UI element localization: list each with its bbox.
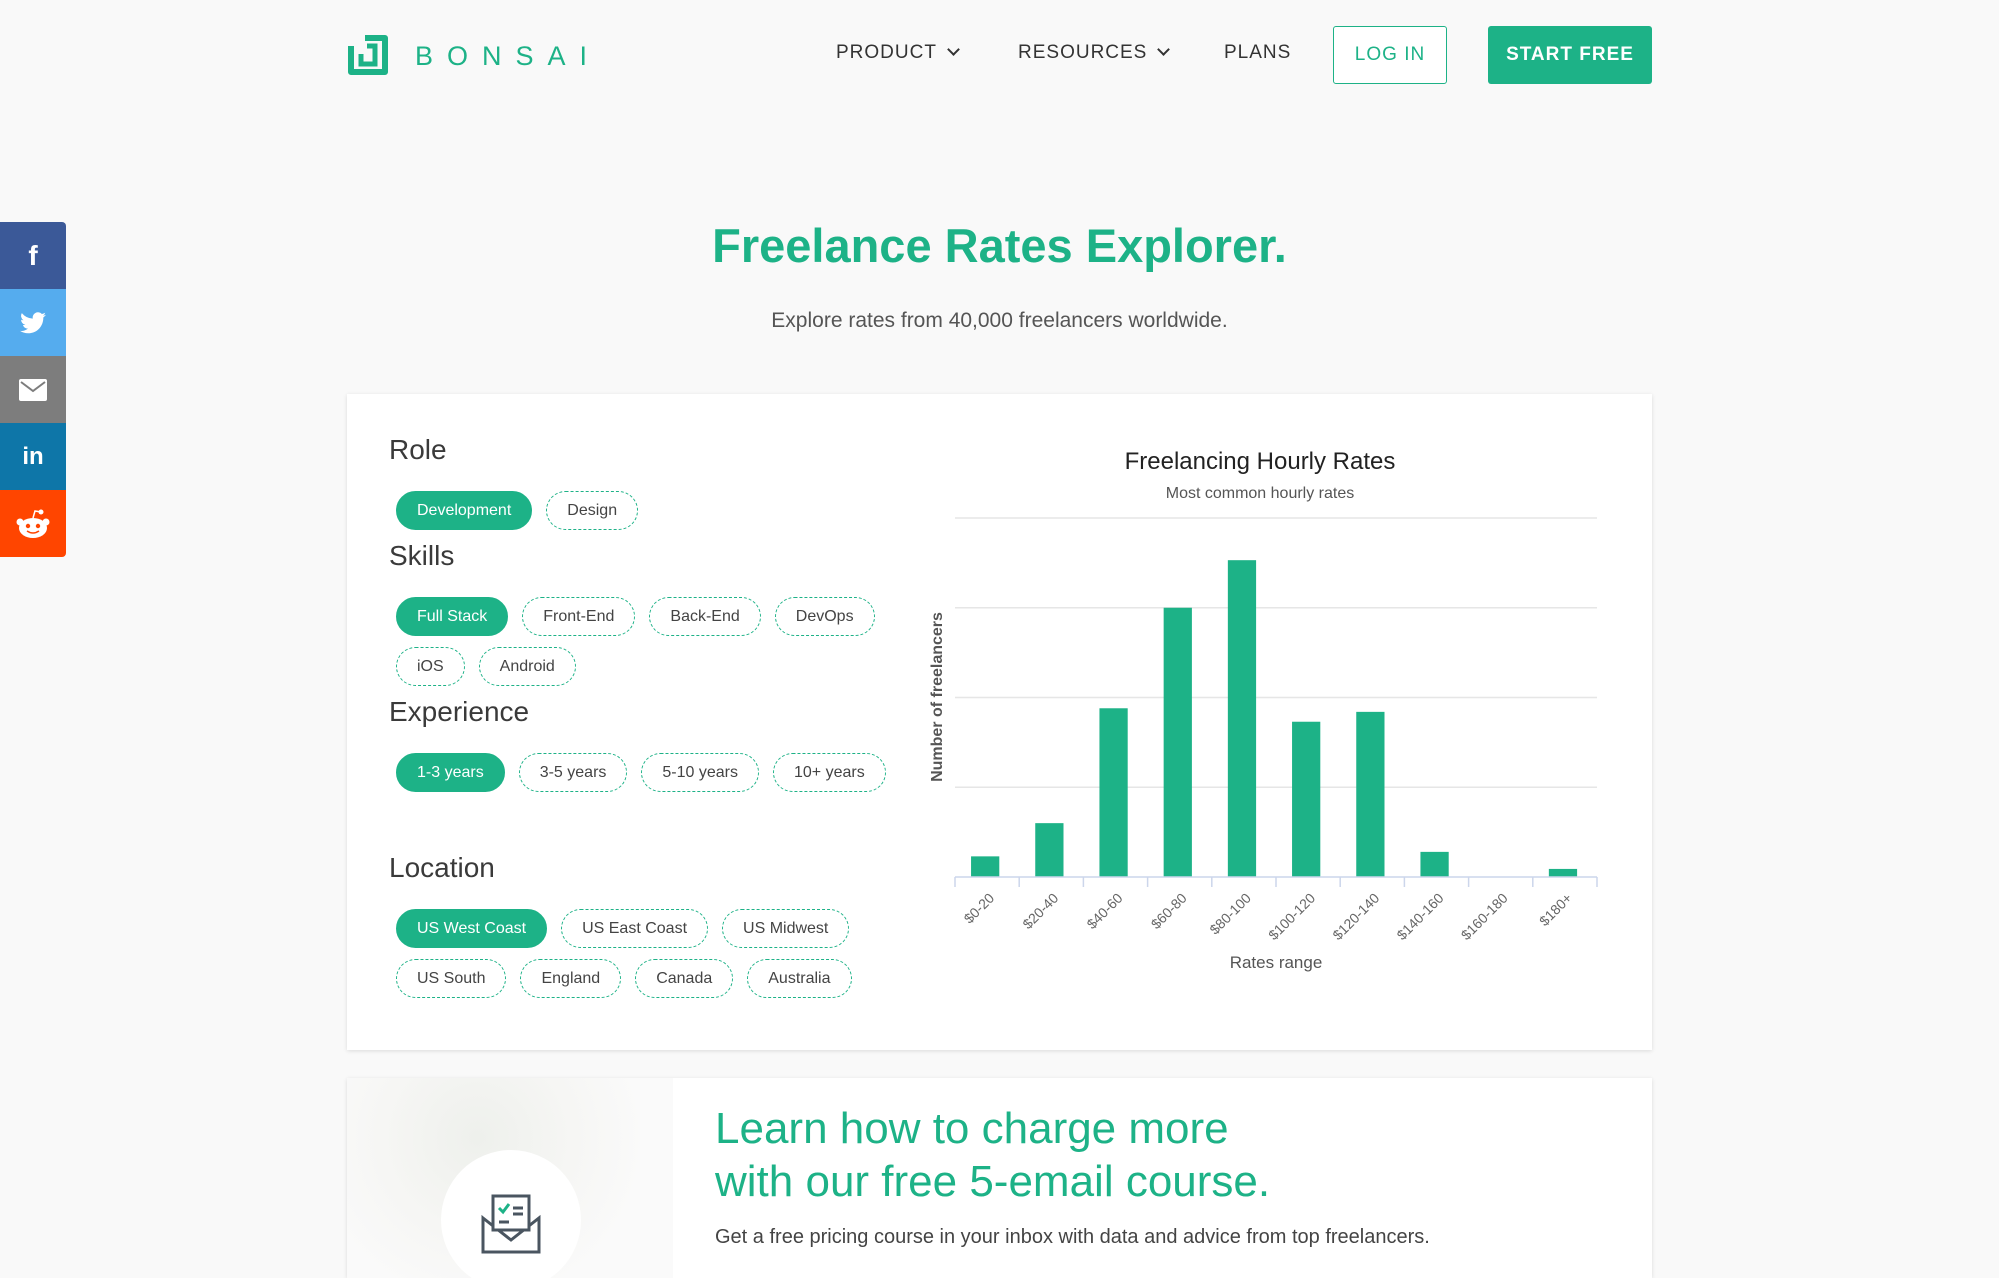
course-image	[347, 1078, 673, 1278]
x-tick-label: $160-180	[1458, 890, 1511, 943]
chevron-down-icon	[947, 43, 960, 56]
course-icon-circle	[441, 1150, 581, 1278]
x-axis-label: Rates range	[1230, 953, 1323, 972]
bar-$0-20[interactable]	[971, 856, 1000, 877]
experience-option[interactable]: 10+ years	[773, 753, 886, 792]
experience-heading: Experience	[389, 696, 530, 727]
location-option[interactable]: Australia	[747, 959, 852, 998]
role-heading: Role	[389, 434, 447, 465]
bar-$40-60[interactable]	[1099, 708, 1128, 877]
role-option[interactable]: Design	[546, 491, 639, 530]
location-option[interactable]: US West Coast	[396, 909, 548, 948]
x-tick-label: $20-40	[1019, 890, 1061, 932]
x-tick-label: $40-60	[1083, 890, 1125, 932]
share-linkedin[interactable]: in	[0, 423, 66, 490]
page-subtitle: Explore rates from 40,000 freelancers wo…	[771, 309, 1228, 332]
email-icon	[19, 378, 47, 401]
page-title: Freelance Rates Explorer.	[712, 219, 1287, 272]
location-option[interactable]: Canada	[635, 959, 734, 998]
skills-heading: Skills	[389, 540, 455, 571]
logo-text: BONSAI	[415, 40, 602, 71]
course-description: Get a free pricing course in your inbox …	[715, 1226, 1430, 1248]
skills-option[interactable]: Back-End	[649, 597, 761, 636]
skills-options: Full Stack Front-End Back-End DevOps iOS Andr…	[396, 597, 896, 686]
nav-product-label: PRODUCT	[836, 42, 937, 63]
share-facebook[interactable]: f	[0, 222, 66, 289]
bonsai-logo-icon	[348, 35, 388, 75]
skills-option[interactable]: Front-End	[522, 597, 636, 636]
start-free-button[interactable]: START FREE	[1488, 26, 1652, 84]
chevron-down-icon	[1157, 43, 1171, 56]
chart-title: Freelancing Hourly Rates	[1125, 448, 1396, 475]
bar-$20-40[interactable]	[1035, 823, 1064, 877]
envelope-checklist-icon	[481, 1194, 541, 1254]
x-tick-label: $80-100	[1206, 890, 1254, 938]
skills-option[interactable]: DevOps	[774, 597, 875, 636]
logo[interactable]: BONSAI	[347, 34, 601, 78]
course-title-line2: with our free 5-email course.	[715, 1157, 1271, 1206]
reddit-icon	[16, 509, 50, 538]
x-tick-label: $100-120	[1265, 890, 1318, 943]
location-option[interactable]: US Midwest	[722, 909, 850, 948]
skills-option[interactable]: Full Stack	[396, 597, 509, 636]
y-axis-label: Number of freelancers	[929, 612, 946, 782]
experience-option[interactable]: 3-5 years	[518, 753, 628, 792]
location-option[interactable]: US East Coast	[561, 909, 709, 948]
bar-$60-80[interactable]	[1163, 607, 1192, 877]
x-tick-label: $140-160	[1393, 890, 1446, 943]
facebook-icon: f	[28, 239, 38, 271]
share-email[interactable]	[0, 356, 66, 423]
login-button[interactable]: LOG IN	[1333, 26, 1447, 84]
location-option[interactable]: England	[520, 959, 622, 998]
linkedin-icon: in	[22, 442, 44, 470]
chart-subtitle: Most common hourly rates	[1166, 485, 1355, 502]
experience-option[interactable]: 5-10 years	[641, 753, 759, 792]
x-tick-label: $60-80	[1148, 890, 1190, 932]
skills-option[interactable]: Android	[478, 647, 576, 686]
rates-chart: Freelancing Hourly Rates Most common hou…	[929, 448, 1598, 972]
nav-resources-label: RESOURCES	[1018, 42, 1148, 63]
location-options: US West Coast US East Coast US Midwest US S…	[396, 909, 876, 998]
bar-$80-100[interactable]	[1227, 560, 1257, 877]
location-option[interactable]: US South	[396, 959, 507, 998]
x-tick-label: $0-20	[961, 890, 998, 927]
role-options: Development Design	[396, 491, 896, 530]
course-card: Learn how to charge more with our free 5-…	[347, 1078, 1652, 1278]
role-option[interactable]: Development	[396, 491, 533, 530]
location-heading: Location	[389, 852, 495, 883]
skills-option[interactable]: iOS	[396, 647, 465, 686]
bar-$100-120[interactable]	[1292, 721, 1321, 877]
nav-resources[interactable]: RESOURCES	[1018, 42, 1171, 64]
nav-plans[interactable]: PLANS	[1224, 42, 1292, 63]
explorer-card: Role Development Design Skills Full Stack…	[347, 394, 1652, 1050]
twitter-icon	[20, 311, 46, 333]
bar-$180+[interactable]	[1548, 868, 1578, 877]
bar-$120-140[interactable]	[1356, 711, 1385, 877]
x-tick-label: $120-140	[1329, 890, 1382, 943]
x-tick-label: $180+	[1536, 890, 1575, 929]
course-title: Learn how to charge more with our free 5-…	[715, 1102, 1270, 1208]
experience-options: 1-3 years 3-5 years 5-10 years 10+ years	[396, 753, 896, 792]
course-title-line1: Learn how to charge more	[715, 1104, 1229, 1153]
bar-$140-160[interactable]	[1420, 851, 1449, 877]
experience-option[interactable]: 1-3 years	[396, 753, 505, 792]
nav-product[interactable]: PRODUCT	[836, 42, 960, 64]
share-twitter[interactable]	[0, 289, 66, 356]
share-reddit[interactable]	[0, 490, 66, 557]
